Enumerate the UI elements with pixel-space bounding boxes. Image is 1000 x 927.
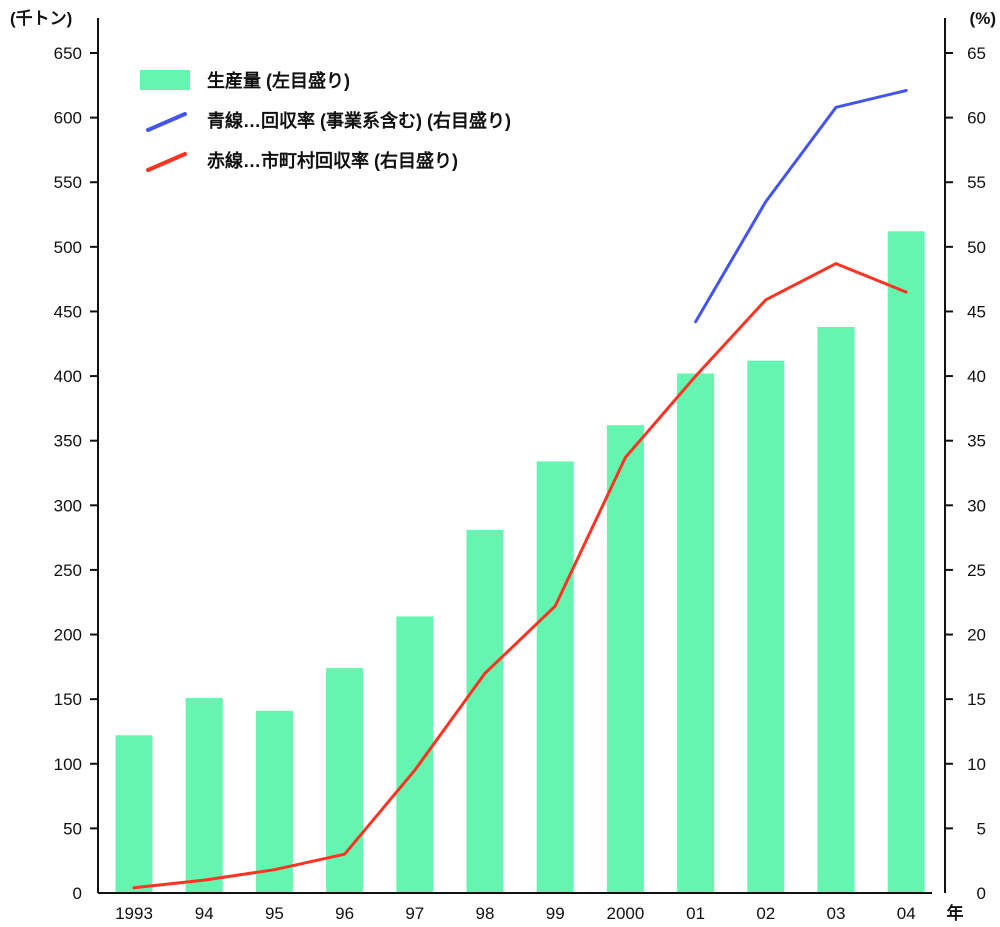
y-right-tick-label-35: 35 <box>967 432 986 451</box>
bar-2000 <box>606 425 644 893</box>
bar-95 <box>255 710 293 893</box>
y-right-tick-label-10: 10 <box>967 755 986 774</box>
y-right-tick-label-15: 15 <box>967 690 986 709</box>
y-right-tick-label-40: 40 <box>967 367 986 386</box>
x-tick-label-94: 94 <box>195 904 214 923</box>
bar-04 <box>887 231 925 894</box>
x-tick-label-96: 96 <box>335 904 354 923</box>
y-right-tick-label-25: 25 <box>967 561 986 580</box>
y-right-tick-label-0: 0 <box>977 884 986 903</box>
bar-99 <box>536 461 574 893</box>
legend-swatch-3 <box>146 152 187 172</box>
x-tick-label-95: 95 <box>265 904 284 923</box>
y-left-tick-label-100: 100 <box>54 755 82 774</box>
x-tick-label-2000: 2000 <box>606 904 644 923</box>
y-right-tick-label-20: 20 <box>967 626 986 645</box>
y-left-tick-label-450: 450 <box>54 302 82 321</box>
bar-03 <box>817 327 855 893</box>
y-left-tick-label-50: 50 <box>63 819 82 838</box>
y-left-tick-label-550: 550 <box>54 173 82 192</box>
x-axis-unit: 年 <box>947 903 964 923</box>
x-tick-label-04: 04 <box>897 904 916 923</box>
y-left-tick-label-150: 150 <box>54 690 82 709</box>
bar-96 <box>326 668 364 893</box>
y-left-tick-label-400: 400 <box>54 367 82 386</box>
y-left-tick-label-200: 200 <box>54 626 82 645</box>
x-tick-label-02: 02 <box>756 904 775 923</box>
x-tick-label-03: 03 <box>827 904 846 923</box>
y-right-tick-label-60: 60 <box>967 109 986 128</box>
x-tick-label-1993: 1993 <box>115 904 153 923</box>
legend: 生産量 (左目盛り) 青線…回収率 (事業系含む) (右目盛り) 赤線…市町村回収率… <box>140 70 511 172</box>
y-right-tick-label-55: 55 <box>967 173 986 192</box>
y-right-tick-label-65: 65 <box>967 44 986 63</box>
x-tick-label-01: 01 <box>686 904 705 923</box>
bar-94 <box>185 697 223 893</box>
y-left-tick-label-500: 500 <box>54 238 82 257</box>
bars-layer <box>115 231 925 894</box>
right-axis-unit: (%) <box>970 9 996 28</box>
axes-layer <box>90 18 953 894</box>
legend-swatch-2 <box>146 112 187 132</box>
x-tick-label-97: 97 <box>405 904 424 923</box>
y-left-tick-label-300: 300 <box>54 496 82 515</box>
legend-label-2: 青線…回収率 (事業系含む) (右目盛り) <box>207 110 511 131</box>
lines-layer <box>132 89 908 890</box>
y-right-tick-label-45: 45 <box>967 302 986 321</box>
x-tick-label-98: 98 <box>476 904 495 923</box>
y-right-tick-label-50: 50 <box>967 238 986 257</box>
y-right-tick-label-5: 5 <box>977 819 986 838</box>
left-axis-unit: (千トン) <box>10 9 72 28</box>
series-line-2 <box>132 262 908 890</box>
legend-label-3: 赤線…市町村回収率 (右目盛り) <box>207 150 458 171</box>
legend-swatch-1 <box>140 70 190 90</box>
y-left-tick-label-0: 0 <box>73 884 82 903</box>
bar-1993 <box>115 735 153 893</box>
y-left-tick-label-600: 600 <box>54 109 82 128</box>
x-tick-label-99: 99 <box>546 904 565 923</box>
bar-02 <box>747 360 785 894</box>
legend-label-1: 生産量 (左目盛り) <box>207 70 350 91</box>
series-line-1 <box>694 89 908 324</box>
bar-01 <box>677 373 715 893</box>
y-left-tick-label-350: 350 <box>54 432 82 451</box>
y-right-tick-label-30: 30 <box>967 496 986 515</box>
labels-layer: 0501001502002503003504004505005506006500… <box>10 9 996 923</box>
y-left-tick-label-250: 250 <box>54 561 82 580</box>
y-left-tick-label-650: 650 <box>54 44 82 63</box>
bar-98 <box>466 529 504 893</box>
